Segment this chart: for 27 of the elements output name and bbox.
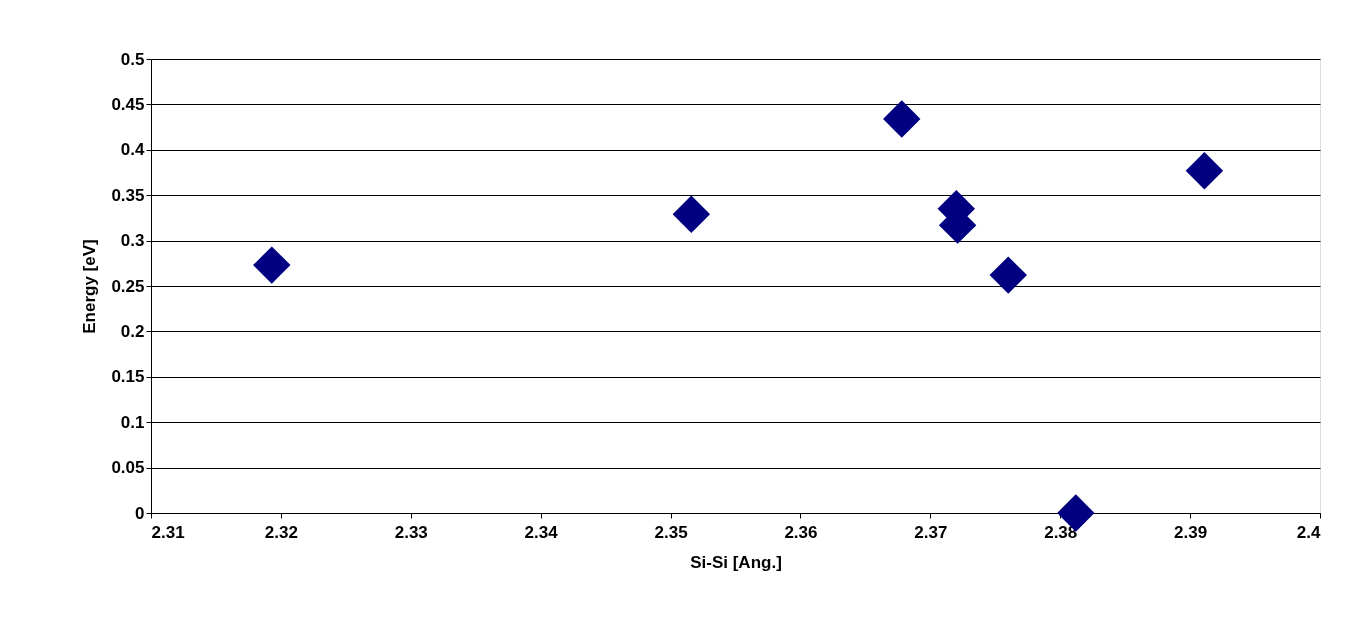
point [883, 100, 921, 138]
point [253, 246, 291, 284]
y-tick-label: 0.25 [111, 276, 145, 296]
y-tick-label: 0.4 [120, 140, 146, 160]
y-axis-title: Energy [eV] [80, 239, 100, 334]
point [1185, 151, 1224, 190]
point [672, 195, 711, 233]
x-tick-label: 2.39 [1174, 522, 1208, 542]
x-tick-label: 2.35 [654, 522, 688, 542]
x-tick-label: 2.37 [914, 522, 948, 542]
x-tick-label: 2.32 [264, 522, 298, 542]
x-tick-label: 2.31 [151, 522, 185, 542]
y-tick-label: 0.5 [120, 49, 145, 69]
x-tick-label: 2.4 [1296, 522, 1322, 542]
y-tick-label: 0.15 [111, 367, 145, 387]
y-tick-label: 0.45 [111, 94, 145, 114]
y-tick-label: 0 [135, 503, 145, 523]
y-tick-label: 0.2 [120, 321, 145, 341]
y-tick-label: 0.05 [111, 458, 145, 478]
y-tick-label: 0.35 [111, 185, 145, 205]
x-axis-title: Si-Si [Ang.] [690, 552, 782, 572]
x-tick-label: 2.34 [524, 522, 559, 542]
x-tick-label: 2.36 [784, 522, 818, 542]
point [989, 256, 1027, 294]
y-tick-label: 0.3 [120, 231, 145, 251]
x-tick-label: 2.33 [394, 522, 428, 542]
y-tick-label: 0.1 [120, 412, 145, 432]
